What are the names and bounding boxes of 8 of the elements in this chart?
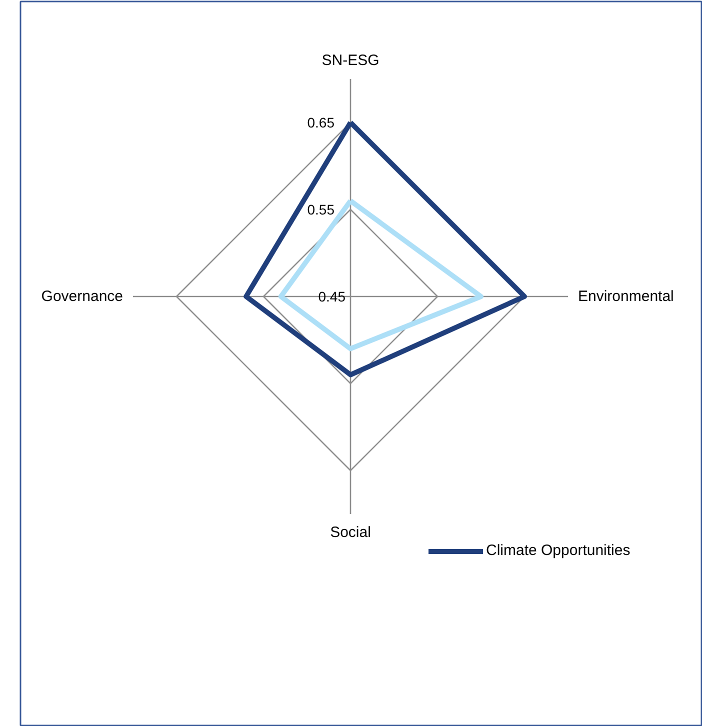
y-tick-label: 0.55 <box>307 202 335 218</box>
spoke-label: Social <box>330 524 371 541</box>
spoke-label: Governance <box>41 288 123 305</box>
spoke-label: Environmental <box>578 288 674 305</box>
y-tick-label: 0.45 <box>318 288 346 304</box>
legend-label: Climate Opportunities <box>486 542 630 559</box>
spoke-label: SN-ESG <box>322 52 380 69</box>
y-tick-label: 0.65 <box>307 114 335 130</box>
